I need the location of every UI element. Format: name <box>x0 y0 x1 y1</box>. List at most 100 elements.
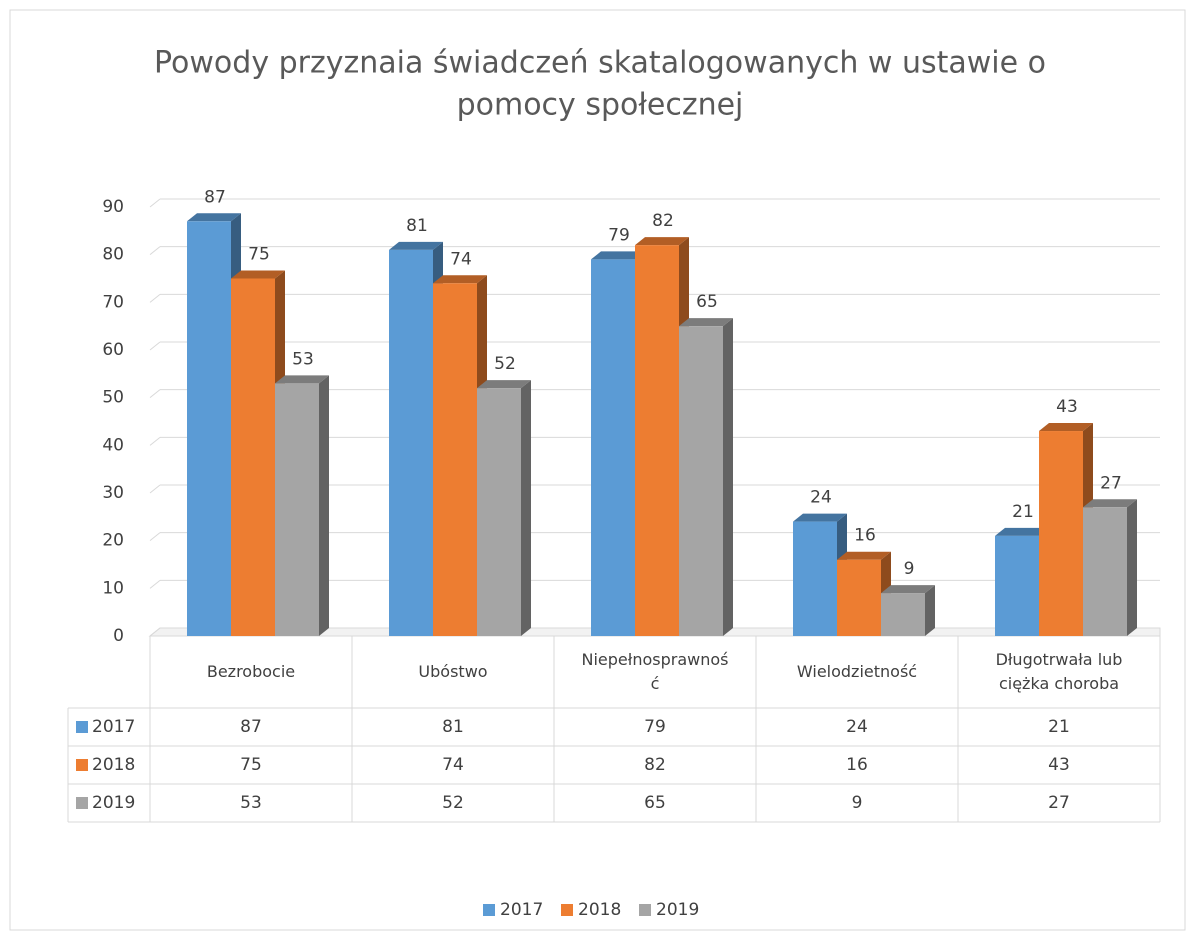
bar <box>679 326 723 636</box>
data-label: 65 <box>696 292 718 312</box>
legend-key <box>639 904 651 916</box>
data-label: 74 <box>450 249 472 269</box>
legend-key <box>76 721 88 733</box>
category-cell: Wielodzietność <box>796 662 918 681</box>
table-series-name: 2018 <box>92 755 135 775</box>
bar <box>1039 431 1083 636</box>
data-label: 81 <box>406 216 428 236</box>
y-tick-label: 80 <box>102 245 124 265</box>
bar-top <box>793 513 847 522</box>
bar-side <box>319 375 329 636</box>
legend-key <box>483 904 495 916</box>
bar-top <box>231 270 285 279</box>
bar-side <box>1127 499 1137 636</box>
x-tick-label: Wielodzietność <box>796 662 918 681</box>
data-label: 75 <box>248 245 270 265</box>
bar <box>793 521 837 636</box>
data-label: 9 <box>904 559 915 579</box>
table-value: 52 <box>442 793 464 813</box>
y-tick-label: 10 <box>102 578 124 598</box>
grid-line-side <box>149 341 161 351</box>
y-tick-label: 40 <box>102 435 124 455</box>
bar-top <box>1083 499 1137 508</box>
grid-line-side <box>149 484 161 494</box>
y-tick-label: 20 <box>102 531 124 551</box>
data-label: 16 <box>854 526 876 546</box>
table-value: 65 <box>644 793 666 813</box>
table-value: 87 <box>240 717 262 737</box>
bar-side <box>521 380 531 636</box>
legend-key <box>76 797 88 809</box>
table-value: 79 <box>644 717 666 737</box>
legend-key <box>76 759 88 771</box>
bar <box>1083 507 1127 636</box>
bar <box>231 278 275 636</box>
bar-top <box>275 375 329 384</box>
bar-top <box>477 380 531 389</box>
grid-line-side <box>149 579 161 589</box>
table-value: 24 <box>846 717 868 737</box>
table-value: 16 <box>846 755 868 775</box>
legend-label: 2018 <box>578 900 621 920</box>
bar-top <box>837 551 891 560</box>
grid-line-side <box>149 389 161 399</box>
grid-line-side <box>149 293 161 303</box>
bar-top <box>679 318 733 327</box>
y-tick-label: 70 <box>102 292 124 312</box>
bar-side <box>925 585 935 636</box>
y-tick-label: 30 <box>102 483 124 503</box>
category-cell: Ubóstwo <box>418 662 488 681</box>
table-value: 9 <box>852 793 863 813</box>
data-label: 21 <box>1012 502 1034 522</box>
bar-side <box>723 318 733 636</box>
chart-title: Powody przyznaia świadczeń skatalogowany… <box>154 46 1046 81</box>
x-tick-label: Długotrwała lub ciężka choroba <box>995 650 1123 693</box>
bar-top <box>881 585 935 594</box>
x-tick-label: Bezrobocie <box>206 662 296 681</box>
bar-top <box>1039 423 1093 432</box>
bar <box>389 249 433 636</box>
table-value: 53 <box>240 793 262 813</box>
bar-top <box>995 527 1049 536</box>
table-value: 81 <box>442 717 464 737</box>
grid-line-side <box>149 246 161 256</box>
table-value: 27 <box>1048 793 1070 813</box>
data-label: 53 <box>292 349 314 369</box>
bar <box>591 259 635 636</box>
bar-top <box>389 241 443 250</box>
table-value: 21 <box>1048 717 1070 737</box>
grid-line-side <box>149 198 161 208</box>
data-label: 24 <box>810 488 832 508</box>
bar-top <box>187 213 241 222</box>
data-label: 87 <box>204 187 226 207</box>
bar-top <box>591 251 645 260</box>
category-cell: Niepełnosprawność <box>581 650 729 693</box>
table-value: 74 <box>442 755 464 775</box>
bar <box>881 593 925 636</box>
grid-line-side <box>149 532 161 542</box>
bar <box>837 559 881 636</box>
x-tick-label: Niepełnosprawność <box>581 650 729 693</box>
table-value: 82 <box>644 755 666 775</box>
data-label: 27 <box>1100 473 1122 493</box>
y-tick-label: 0 <box>113 626 124 646</box>
chart-title-continued: pomocy społecznej <box>457 88 744 123</box>
bar-top <box>635 237 689 246</box>
table-value: 75 <box>240 755 262 775</box>
bar <box>187 221 231 637</box>
grid-line-side <box>149 436 161 446</box>
bar-top <box>433 275 487 284</box>
data-label: 43 <box>1056 397 1078 417</box>
bar <box>433 283 477 636</box>
bar <box>995 535 1039 636</box>
data-label: 52 <box>494 354 516 374</box>
data-label: 82 <box>652 211 674 231</box>
table-series-name: 2019 <box>92 793 135 813</box>
legend-label: 2017 <box>500 900 543 920</box>
category-cell: Długotrwała lub ciężka choroba <box>995 650 1123 693</box>
bar <box>635 245 679 636</box>
table-series-name: 2017 <box>92 717 135 737</box>
data-label: 79 <box>608 225 630 245</box>
x-tick-label: Ubóstwo <box>418 662 488 681</box>
